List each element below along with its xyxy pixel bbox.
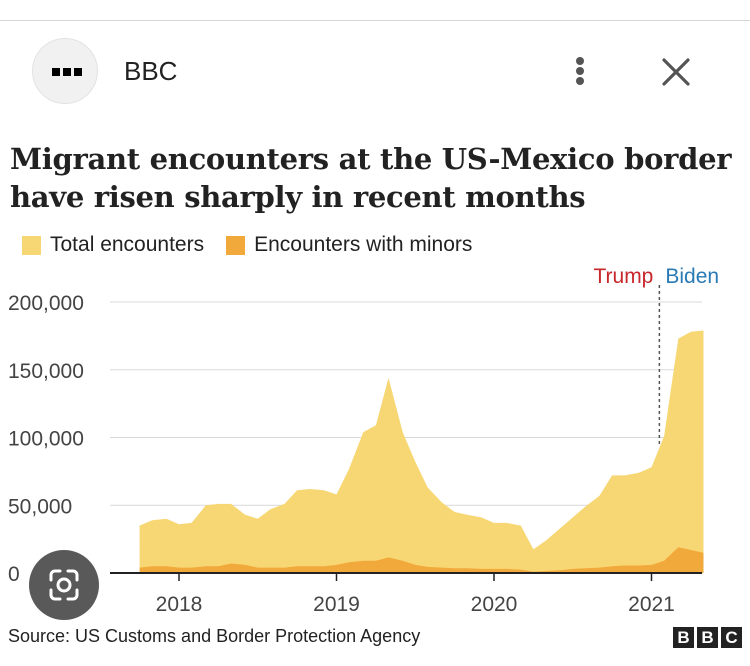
source-note: Source: US Customs and Border Protection… xyxy=(8,626,421,646)
bbc-logo-letter: B xyxy=(673,627,694,648)
legend-swatch-minors xyxy=(226,235,246,255)
bbc-logo-letter: B xyxy=(697,627,718,648)
y-tick-label: 200,000 xyxy=(8,292,84,315)
bbc-brand-logo: B B C xyxy=(673,627,742,648)
more-vertical-icon[interactable] xyxy=(562,50,598,90)
x-tick-label: 2019 xyxy=(313,593,360,616)
legend-swatch-total xyxy=(22,235,41,255)
x-tick-label: 2020 xyxy=(471,593,518,616)
y-tick-label: 100,000 xyxy=(8,428,84,451)
annotation-trump: Trump xyxy=(593,265,653,288)
bbc-logo-icon[interactable] xyxy=(32,38,98,104)
x-tick-label: 2021 xyxy=(628,593,675,616)
legend-label-minors: Encounters with minors xyxy=(254,233,473,256)
google-lens-icon[interactable] xyxy=(29,550,99,620)
bbc-logo-letter: C xyxy=(721,627,742,648)
top-divider xyxy=(0,20,750,21)
y-tick-label: 0 xyxy=(8,563,20,586)
y-tick-label: 50,000 xyxy=(8,495,72,518)
legend-label-total: Total encounters xyxy=(50,233,205,256)
legend-item-minors: Encounters with minors xyxy=(226,233,472,257)
series-area-total xyxy=(139,330,704,573)
x-tick-label: 2018 xyxy=(156,593,203,616)
source-name[interactable]: BBC xyxy=(124,56,178,86)
close-icon[interactable] xyxy=(652,52,700,92)
chart-legend: Total encounters Encounters with minors xyxy=(22,232,494,258)
legend-item-total: Total encounters xyxy=(22,233,204,257)
card-header: BBC xyxy=(0,30,750,110)
annotation-biden: Biden xyxy=(665,265,719,288)
series-area-minors xyxy=(139,547,704,573)
chart-title: Migrant encounters at the US-Mexico bord… xyxy=(10,142,732,214)
y-tick-label: 150,000 xyxy=(8,360,84,383)
